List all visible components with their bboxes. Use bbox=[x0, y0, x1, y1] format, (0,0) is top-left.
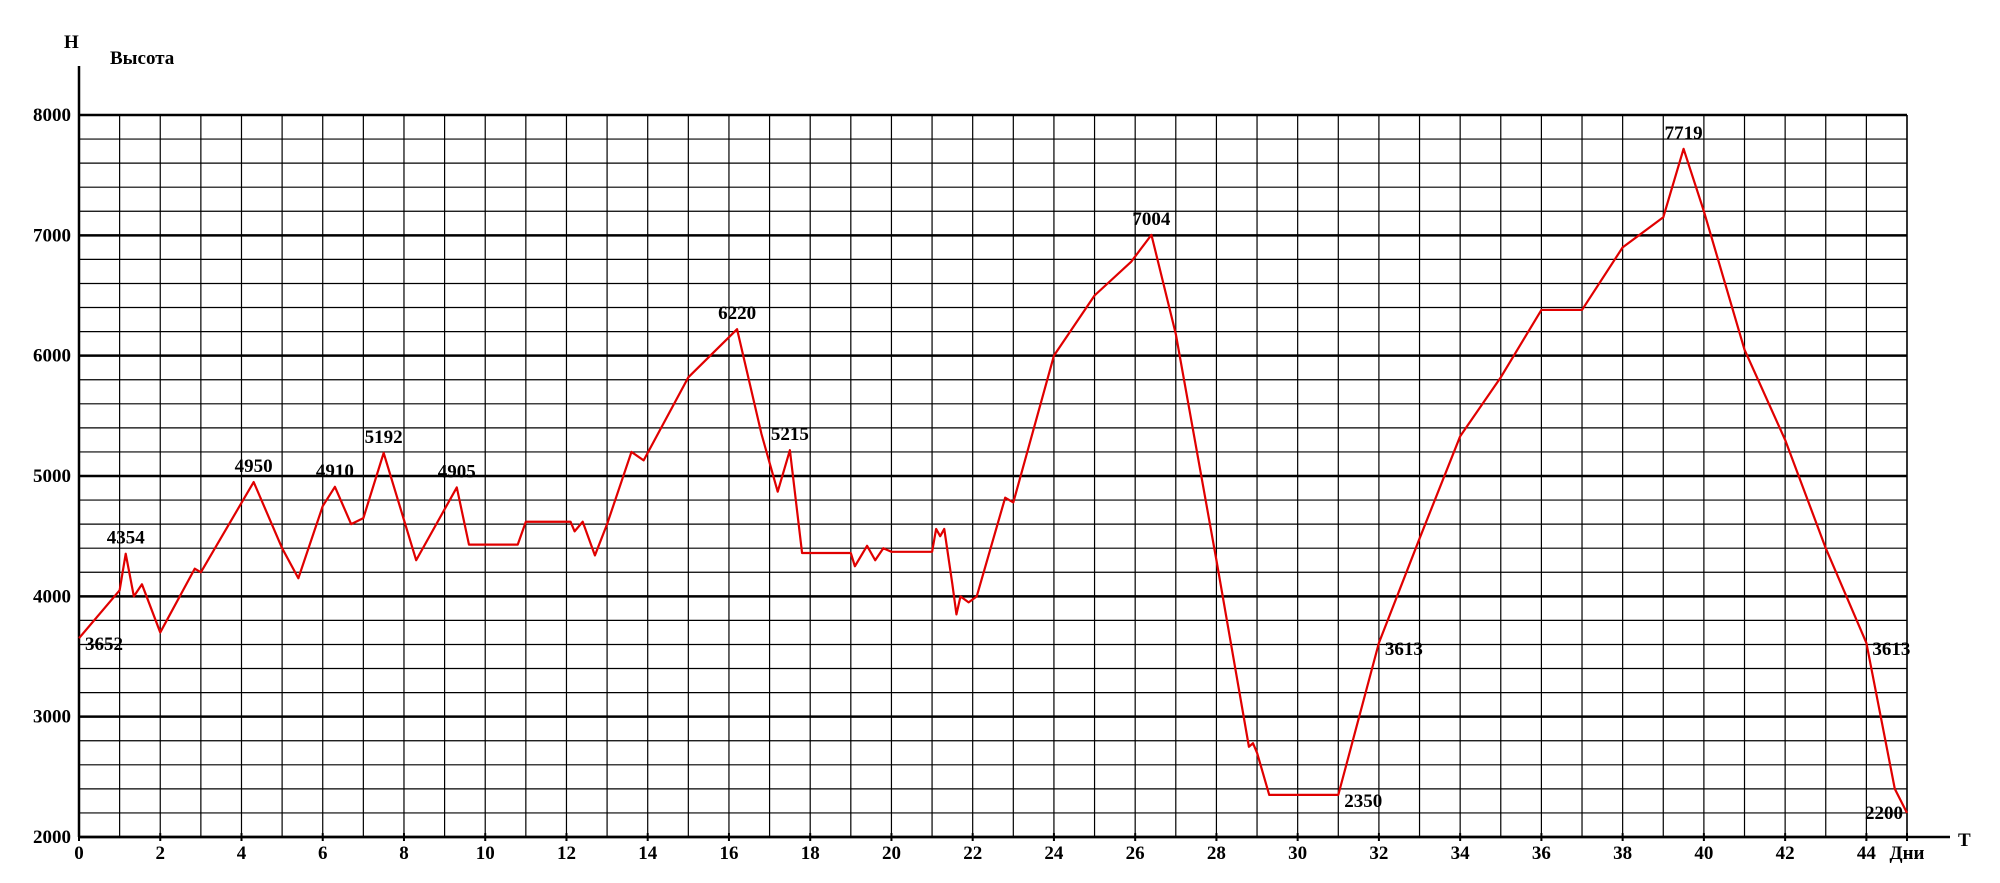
data-label: 5192 bbox=[365, 427, 403, 448]
x-tick-label: 0 bbox=[74, 843, 84, 864]
x-tick-label: 36 bbox=[1532, 843, 1551, 864]
y-tick-label: 5000 bbox=[33, 466, 71, 487]
x-tick-label: 28 bbox=[1207, 843, 1226, 864]
y-tick-label: 4000 bbox=[33, 586, 71, 607]
data-label: 4950 bbox=[235, 456, 273, 477]
x-tick-label: 4 bbox=[237, 843, 247, 864]
x-tick-label: 30 bbox=[1288, 843, 1307, 864]
data-label: 3652 bbox=[85, 634, 123, 655]
data-label: 5215 bbox=[771, 424, 809, 445]
x-tick-label: 2 bbox=[155, 843, 165, 864]
x-tick-label: 20 bbox=[882, 843, 901, 864]
data-label: 2200 bbox=[1865, 803, 1903, 824]
data-label: 6220 bbox=[718, 303, 756, 324]
data-label: 3613 bbox=[1872, 639, 1910, 660]
data-label: 4354 bbox=[107, 528, 146, 549]
data-label: 4905 bbox=[438, 461, 476, 482]
x-tick-label: 38 bbox=[1613, 843, 1632, 864]
x-tick-label: Дни bbox=[1890, 843, 1925, 864]
x-tick-label: 8 bbox=[399, 843, 409, 864]
y-tick-label: 6000 bbox=[33, 346, 71, 367]
y-tick-label: 3000 bbox=[33, 707, 71, 728]
x-tick-label: 24 bbox=[1044, 843, 1064, 864]
x-tick-label: 22 bbox=[963, 843, 982, 864]
data-label: 7004 bbox=[1132, 209, 1171, 230]
data-label: 2350 bbox=[1344, 791, 1382, 812]
x-tick-label: 14 bbox=[638, 843, 658, 864]
x-tick-label: 16 bbox=[719, 843, 738, 864]
x-tick-label: 6 bbox=[318, 843, 328, 864]
y-tick-label: 2000 bbox=[33, 827, 71, 848]
x-tick-label: 12 bbox=[557, 843, 576, 864]
x-axis-label: T bbox=[1958, 830, 1971, 851]
x-tick-label: 32 bbox=[1369, 843, 1388, 864]
x-tick-label: 26 bbox=[1126, 843, 1145, 864]
x-tick-label: 34 bbox=[1451, 843, 1471, 864]
x-tick-label: 18 bbox=[801, 843, 820, 864]
data-label: 3613 bbox=[1385, 639, 1423, 660]
data-line bbox=[78, 147, 1908, 814]
y-tick-label: 8000 bbox=[33, 105, 71, 126]
data-label: 4910 bbox=[316, 461, 354, 482]
x-tick-label: 44 bbox=[1857, 843, 1877, 864]
y-axis-sublabel: Высота bbox=[110, 48, 175, 69]
x-tick-label: 42 bbox=[1776, 843, 1795, 864]
data-label: 7719 bbox=[1665, 123, 1703, 144]
y-tick-label: 7000 bbox=[33, 225, 71, 246]
y-axis-label: H bbox=[64, 32, 79, 53]
x-tick-label: 40 bbox=[1694, 843, 1713, 864]
x-tick-label: 10 bbox=[476, 843, 495, 864]
